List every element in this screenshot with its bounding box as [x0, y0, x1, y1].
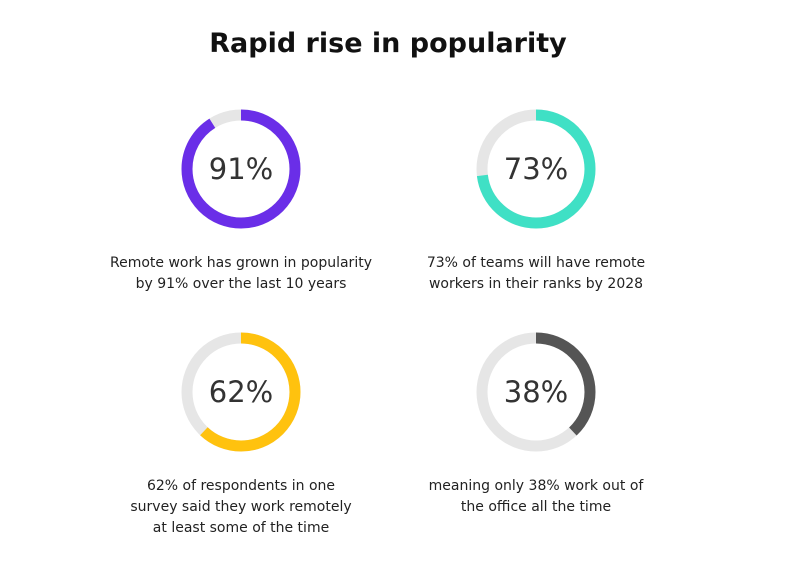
donut-value-label-3: 62%	[208, 375, 274, 409]
donut-chart-4: 38%	[473, 329, 599, 455]
donut-chart-3: 62%	[178, 329, 304, 455]
donut-arc-2	[476, 109, 596, 229]
donut-svg-4	[476, 332, 596, 452]
donut-caption-2: 73% of teams will have remote workers in…	[426, 255, 646, 292]
donut-arc-1	[181, 109, 301, 229]
donut-chart-1: 91%	[178, 106, 304, 232]
donut-value-label-2: 73%	[503, 152, 569, 186]
donut-arc-4	[476, 332, 596, 452]
donut-caption-4: meaning only 38% work out of the office …	[428, 478, 644, 515]
donut-caption-3: 62% of respondents in one survey said th…	[130, 478, 352, 536]
donut-svg-1	[181, 109, 301, 229]
donut-card-1: 91% Remote work has grown in popularity …	[91, 106, 391, 295]
donut-caption-1: Remote work has grown in popularity by 9…	[110, 255, 372, 292]
donut-card-2: 73% 73% of teams will have remote worker…	[386, 106, 686, 295]
donut-card-3: 62% 62% of respondents in one survey sai…	[91, 329, 391, 539]
donut-svg-3	[181, 332, 301, 452]
donut-card-4: 38% meaning only 38% work out of the off…	[386, 329, 686, 518]
donut-arc-3	[181, 332, 301, 452]
donut-value-label-4: 38%	[503, 375, 569, 409]
chart-title: Rapid rise in popularity	[209, 28, 567, 59]
donut-svg-2	[476, 109, 596, 229]
donut-value-label-1: 91%	[208, 152, 274, 186]
donut-chart-2: 73%	[473, 106, 599, 232]
